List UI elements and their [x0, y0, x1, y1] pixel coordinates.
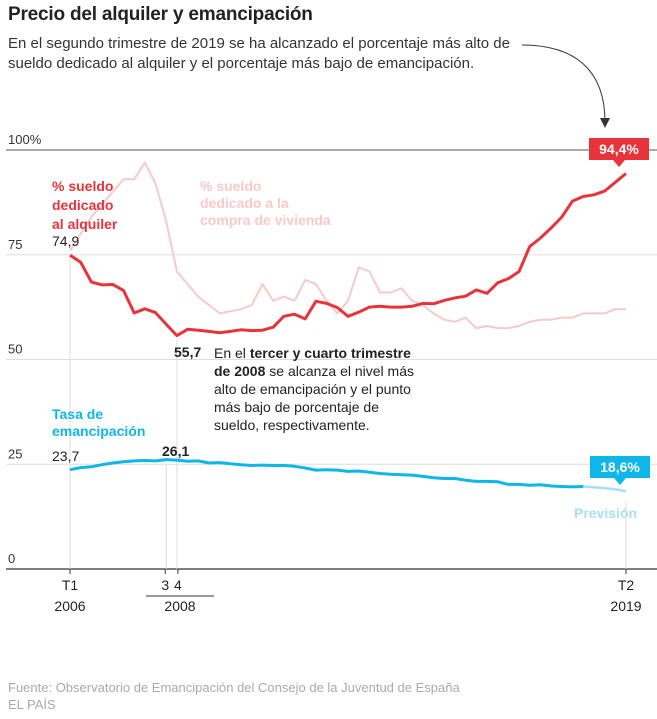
emancipation-end-badge-pointer [614, 478, 626, 485]
purchase-series-label: compra de vivienda [200, 212, 331, 228]
x-tick-year-2008: 2008 [164, 598, 195, 614]
rent-series-label: dedicado [52, 197, 113, 213]
y-tick-label: 0 [8, 551, 15, 566]
annotation-line: de 2008 se alcanza el nivel más [214, 363, 414, 379]
emancipation-end-badge: 18,6% [590, 456, 650, 485]
x-tick-label: T1 [62, 577, 79, 593]
annotation-line: más bajo de porcentaje de [214, 399, 379, 415]
purchase-series-line [69, 161, 626, 330]
callout-arrow-head [600, 118, 610, 128]
emancipation-end-badge-box [590, 456, 650, 478]
chart-title: Precio del alquiler y emancipación [8, 4, 313, 25]
x-tick-label: T2 [618, 577, 635, 593]
annotation-fragment: más bajo de porcentaje de [214, 399, 379, 415]
forecast-series-line [583, 485, 627, 493]
annotation-line: sueldo, respectivamente. [214, 417, 370, 433]
annotation-fragment: tercer y cuarto trimestre [250, 345, 411, 361]
y-tick-label: 75 [8, 237, 22, 252]
emancipation-series-label: emancipación [52, 423, 145, 439]
annotation-fragment: de 2008 [214, 363, 266, 379]
rent-start-value: 74,9 [52, 233, 79, 249]
y-tick-label: 50 [8, 342, 22, 357]
emancipation-series-line [69, 458, 584, 489]
emancipation-start-value: 23,7 [52, 448, 79, 464]
rent-min-value: 55,7 [174, 344, 201, 360]
rent-series-line [69, 172, 627, 338]
annotation-fragment: alto de emancipación y el punto [214, 381, 411, 397]
source-note: Fuente: Observatorio de Emancipación del… [8, 680, 460, 695]
rent-end-badge-text: 94,4% [599, 141, 639, 157]
callout-arrow-curve [521, 44, 606, 123]
y-tick-label: 25 [8, 446, 22, 461]
annotation-fragment: En el [214, 345, 250, 361]
rent-end-badge-box [589, 138, 649, 160]
x-tick-label: 3 [161, 577, 169, 593]
chart-area: 0 25 50 75 100% % sueldo dedicado al alquiler % … [6, 44, 657, 614]
annotation-line: En el tercer y cuarto trimestre [214, 345, 411, 361]
y-tick-label: 100% [8, 132, 42, 147]
x-tick-year: 2019 [610, 598, 641, 614]
forecast-series-label: Previsión [574, 505, 637, 521]
annotation-line: alto de emancipación y el punto [214, 381, 411, 397]
emancipation-end-badge-text: 18,6% [600, 459, 640, 475]
x-tick-year: 2006 [54, 598, 85, 614]
rent-end-badge-pointer [613, 160, 625, 167]
emancipation-peak-value: 26,1 [162, 443, 189, 459]
x-tick-label: 4 [174, 577, 182, 593]
emancipation-series-label: Tasa de [52, 406, 103, 422]
chart-subtitle: En el segundo trimestre de 2019 se ha al… [8, 35, 510, 72]
rent-end-badge: 94,4% [589, 138, 649, 167]
rent-series-label: al alquiler [52, 216, 118, 232]
annotation-fragment: se alcanza el nivel más [265, 363, 414, 379]
brand-credit: EL PAÍS [8, 697, 56, 712]
annotation-fragment: sueldo, respectivamente. [214, 417, 370, 433]
rent-series-label: % sueldo [52, 178, 113, 194]
purchase-series-label: % sueldo [200, 178, 261, 194]
purchase-series-label: dedicado a la [200, 195, 289, 211]
